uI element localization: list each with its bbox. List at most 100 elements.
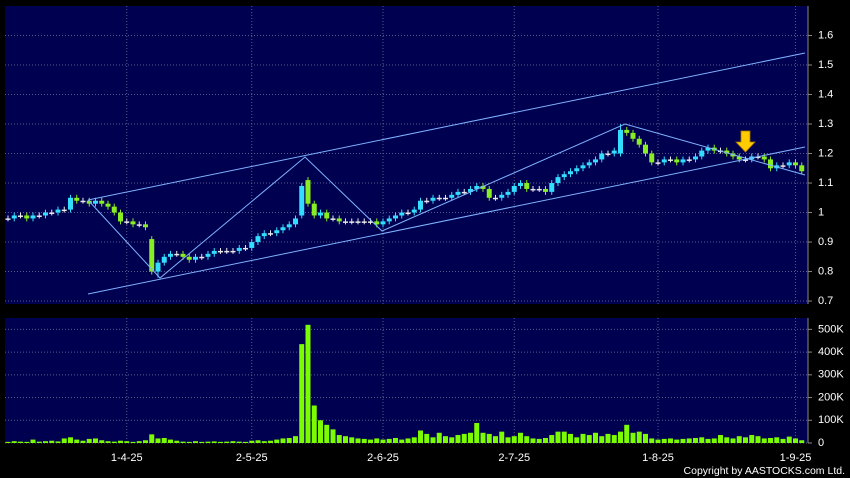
candle-body: [236, 247, 242, 251]
candle-body: [611, 150, 617, 154]
candle-body: [530, 188, 536, 191]
volume-bar: [11, 441, 17, 443]
candle-body: [118, 212, 123, 222]
volume-bar: [361, 438, 367, 443]
volume-bar: [99, 440, 105, 443]
y-tick-label: 0: [818, 437, 824, 449]
volume-bar: [36, 441, 42, 443]
volume-bar: [61, 438, 67, 443]
volume-bar: [461, 433, 467, 443]
candle-body: [174, 253, 180, 256]
volume-bar: [418, 430, 423, 443]
volume-bar: [630, 432, 636, 443]
candle-body: [568, 171, 573, 175]
candle-body: [199, 256, 205, 259]
candle-body: [380, 221, 386, 225]
volume-bar: [693, 438, 698, 443]
candle-body: [618, 129, 623, 154]
volume-bar: [493, 436, 498, 443]
volume-bar: [674, 439, 680, 443]
volume-bar: [536, 438, 542, 443]
volume-bar: [274, 439, 280, 443]
candle-body: [661, 159, 667, 163]
candle-body: [249, 242, 255, 248]
candle-body: [780, 165, 786, 167]
volume-bar: [136, 441, 142, 443]
candle-body: [86, 200, 92, 204]
volume-bar: [505, 437, 511, 443]
candle-body: [743, 159, 748, 161]
volume-bar: [711, 438, 717, 443]
candle-body: [693, 156, 698, 160]
candle-body: [736, 156, 742, 160]
volume-bar: [518, 432, 523, 443]
candle-body: [680, 159, 686, 163]
candle-body: [343, 221, 348, 223]
volume-bar: [218, 441, 223, 443]
volume-bar: [530, 438, 536, 443]
candle-body: [761, 156, 767, 160]
candle-body: [268, 233, 273, 235]
candle-body: [74, 197, 80, 201]
volume-bar: [386, 438, 392, 443]
candle-body: [186, 256, 192, 260]
candle-body: [336, 218, 342, 222]
channel-upper: [87, 52, 806, 201]
candle-body: [430, 197, 436, 201]
volume-bar: [643, 433, 648, 443]
volume-bar: [68, 437, 73, 443]
volume-bar: [411, 437, 417, 443]
volume-bar: [161, 438, 167, 443]
candle-body: [299, 185, 305, 216]
candle-body: [455, 191, 461, 195]
volume-bar: [580, 433, 586, 443]
candle-body: [49, 212, 55, 215]
candle-body: [699, 150, 705, 157]
volume-bar: [336, 435, 342, 443]
candle-body: [243, 247, 248, 250]
volume-bar: [224, 441, 230, 443]
candle-body: [324, 212, 330, 219]
volume-bar: [730, 438, 736, 443]
y-tick-label: 0.8: [818, 265, 833, 277]
volume-bar: [549, 435, 555, 443]
volume-bar: [555, 431, 561, 443]
candle-body: [205, 253, 211, 257]
volume-bar: [436, 432, 442, 443]
volume-bar: [74, 439, 80, 443]
volume-bar: [111, 441, 117, 443]
candle-body: [536, 188, 542, 191]
candle-body: [349, 221, 355, 223]
y-tick-label: 1.1: [818, 177, 833, 189]
volume-bar: [699, 437, 705, 443]
volume-bar: [480, 432, 486, 443]
volume-bar: [105, 441, 111, 443]
volume-bar: [330, 429, 336, 443]
candle-body: [649, 153, 655, 163]
volume-bar: [649, 438, 655, 443]
candle-body: [368, 221, 373, 223]
candle-body: [799, 165, 805, 172]
volume-bar: [661, 438, 667, 443]
candle-body: [505, 191, 511, 195]
volume-bar: [430, 437, 436, 443]
candle-body: [149, 239, 155, 272]
volume-bar: [780, 438, 786, 443]
volume-bar: [393, 438, 398, 443]
grid: 0.7 0.8 0.9 1 1.1 1.2 1.3 1.4 1.5 1.6 0 100K 200K 300…: [5, 6, 844, 464]
volume-bar: [574, 437, 580, 443]
candle-body: [193, 256, 198, 260]
volume-bar: [199, 441, 205, 443]
volume-bar: [799, 440, 805, 443]
volume-bar: [593, 432, 598, 443]
volume-bar: [374, 438, 380, 443]
volume-bar: [299, 344, 305, 443]
candle-body: [705, 147, 711, 151]
candle-body: [624, 129, 630, 133]
candle-body: [636, 138, 642, 145]
y-tick-label: 500K: [818, 323, 844, 335]
volume-bar: [155, 438, 161, 443]
volume-bar: [524, 436, 530, 443]
volume-bar: [468, 432, 473, 443]
